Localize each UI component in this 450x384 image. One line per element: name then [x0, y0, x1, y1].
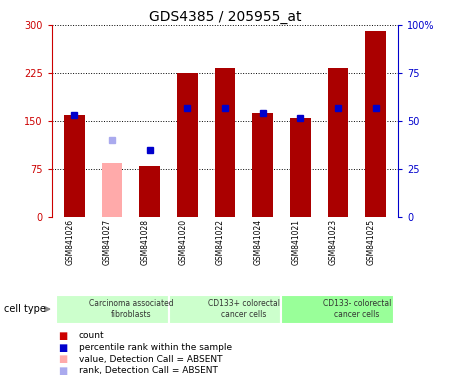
Text: value, Detection Call = ABSENT: value, Detection Call = ABSENT — [79, 354, 222, 364]
Text: ■: ■ — [58, 343, 68, 353]
Text: percentile rank within the sample: percentile rank within the sample — [79, 343, 232, 352]
Bar — [328, 68, 348, 217]
Bar — [177, 73, 198, 217]
Bar — [168, 295, 282, 324]
Text: GSM841026: GSM841026 — [65, 219, 74, 265]
Text: CD133- colorectal
cancer cells: CD133- colorectal cancer cells — [323, 300, 391, 319]
Bar — [55, 295, 168, 324]
Text: cell type: cell type — [4, 304, 46, 314]
Text: GDS4385 / 205955_at: GDS4385 / 205955_at — [149, 10, 301, 23]
Bar — [140, 166, 160, 217]
Text: GSM841027: GSM841027 — [103, 219, 112, 265]
Text: GSM841022: GSM841022 — [216, 219, 225, 265]
Bar — [64, 114, 85, 217]
Bar — [282, 295, 395, 324]
Text: GSM841028: GSM841028 — [141, 219, 150, 265]
Bar — [365, 31, 386, 217]
Text: ■: ■ — [58, 331, 68, 341]
Text: GSM841025: GSM841025 — [367, 219, 376, 265]
Bar — [290, 118, 310, 217]
Text: GSM841023: GSM841023 — [329, 219, 338, 265]
Text: GSM841021: GSM841021 — [291, 219, 300, 265]
Bar — [102, 162, 122, 217]
Text: GSM841024: GSM841024 — [254, 219, 263, 265]
Text: ■: ■ — [58, 366, 68, 376]
Text: Carcinoma associated
fibroblasts: Carcinoma associated fibroblasts — [89, 300, 173, 319]
Text: count: count — [79, 331, 104, 341]
Text: rank, Detection Call = ABSENT: rank, Detection Call = ABSENT — [79, 366, 218, 375]
Text: CD133+ colorectal
cancer cells: CD133+ colorectal cancer cells — [208, 300, 280, 319]
Text: GSM841020: GSM841020 — [178, 219, 187, 265]
Text: ■: ■ — [58, 354, 68, 364]
Bar — [252, 113, 273, 217]
Bar — [215, 68, 235, 217]
